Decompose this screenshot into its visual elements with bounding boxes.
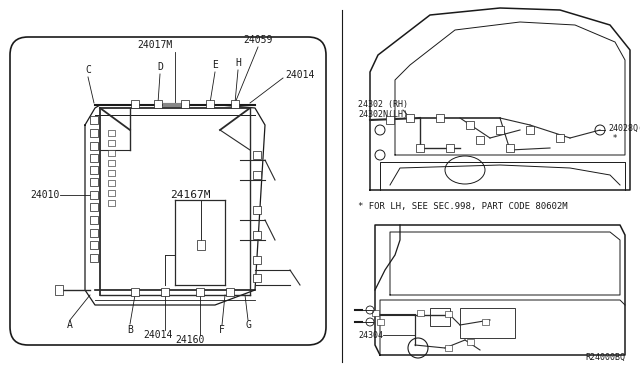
- Bar: [460, 308, 515, 338]
- Bar: [90, 116, 98, 124]
- Text: 24059: 24059: [243, 35, 273, 45]
- Bar: [90, 142, 98, 150]
- Bar: [206, 100, 214, 108]
- Bar: [372, 310, 379, 316]
- Bar: [90, 166, 98, 174]
- Text: E: E: [212, 60, 218, 70]
- Bar: [55, 285, 63, 295]
- Text: B: B: [127, 325, 133, 335]
- Text: A: A: [67, 320, 73, 330]
- Bar: [253, 256, 261, 264]
- Bar: [253, 206, 261, 214]
- Bar: [253, 231, 261, 239]
- Bar: [90, 129, 98, 137]
- Text: D: D: [157, 62, 163, 72]
- Bar: [482, 319, 489, 325]
- Bar: [417, 310, 424, 316]
- Bar: [90, 254, 98, 262]
- Bar: [197, 240, 205, 250]
- Bar: [476, 136, 484, 144]
- Bar: [90, 216, 98, 224]
- Bar: [161, 288, 169, 296]
- Bar: [90, 203, 98, 211]
- Text: 24302 (RH): 24302 (RH): [358, 100, 408, 109]
- Bar: [556, 134, 564, 142]
- Bar: [416, 144, 424, 152]
- Text: * FOR LH, SEE SEC.998, PART CODE 80602M: * FOR LH, SEE SEC.998, PART CODE 80602M: [358, 202, 568, 212]
- Bar: [108, 140, 115, 146]
- Bar: [108, 170, 115, 176]
- Bar: [253, 274, 261, 282]
- Bar: [108, 180, 115, 186]
- Bar: [108, 200, 115, 206]
- Bar: [108, 150, 115, 156]
- Bar: [446, 144, 454, 152]
- Bar: [90, 178, 98, 186]
- Bar: [226, 288, 234, 296]
- Text: 24167M: 24167M: [170, 190, 211, 200]
- Bar: [526, 126, 534, 134]
- Text: 24304: 24304: [358, 330, 383, 340]
- Bar: [90, 191, 98, 199]
- Bar: [496, 126, 504, 134]
- Bar: [445, 345, 452, 351]
- Bar: [253, 171, 261, 179]
- Bar: [90, 241, 98, 249]
- Bar: [108, 130, 115, 136]
- Bar: [231, 100, 239, 108]
- Bar: [466, 121, 474, 129]
- Bar: [430, 308, 450, 326]
- Bar: [253, 151, 261, 159]
- Text: F: F: [219, 325, 225, 335]
- Bar: [90, 154, 98, 162]
- Bar: [377, 319, 384, 325]
- Bar: [131, 100, 139, 108]
- Text: G: G: [245, 320, 251, 330]
- Text: 24302N(LH): 24302N(LH): [358, 110, 408, 119]
- Bar: [196, 288, 204, 296]
- Bar: [108, 160, 115, 166]
- Bar: [181, 100, 189, 108]
- Bar: [154, 100, 162, 108]
- Bar: [108, 190, 115, 196]
- Bar: [445, 311, 452, 317]
- Text: 24014: 24014: [285, 70, 314, 80]
- Text: 24014: 24014: [143, 330, 173, 340]
- Text: 24160: 24160: [175, 335, 205, 345]
- Bar: [467, 339, 474, 345]
- Text: C: C: [85, 65, 91, 75]
- Bar: [506, 144, 514, 152]
- Text: R24000BQ: R24000BQ: [585, 353, 625, 362]
- Bar: [406, 114, 414, 122]
- Bar: [436, 114, 444, 122]
- Bar: [131, 288, 139, 296]
- Text: *: *: [613, 134, 617, 142]
- Text: H: H: [235, 58, 241, 68]
- Text: 24010: 24010: [30, 190, 60, 200]
- Bar: [386, 116, 394, 124]
- Bar: [90, 229, 98, 237]
- Text: 24028Q(RH): 24028Q(RH): [608, 124, 640, 132]
- Text: 24017M: 24017M: [138, 40, 173, 50]
